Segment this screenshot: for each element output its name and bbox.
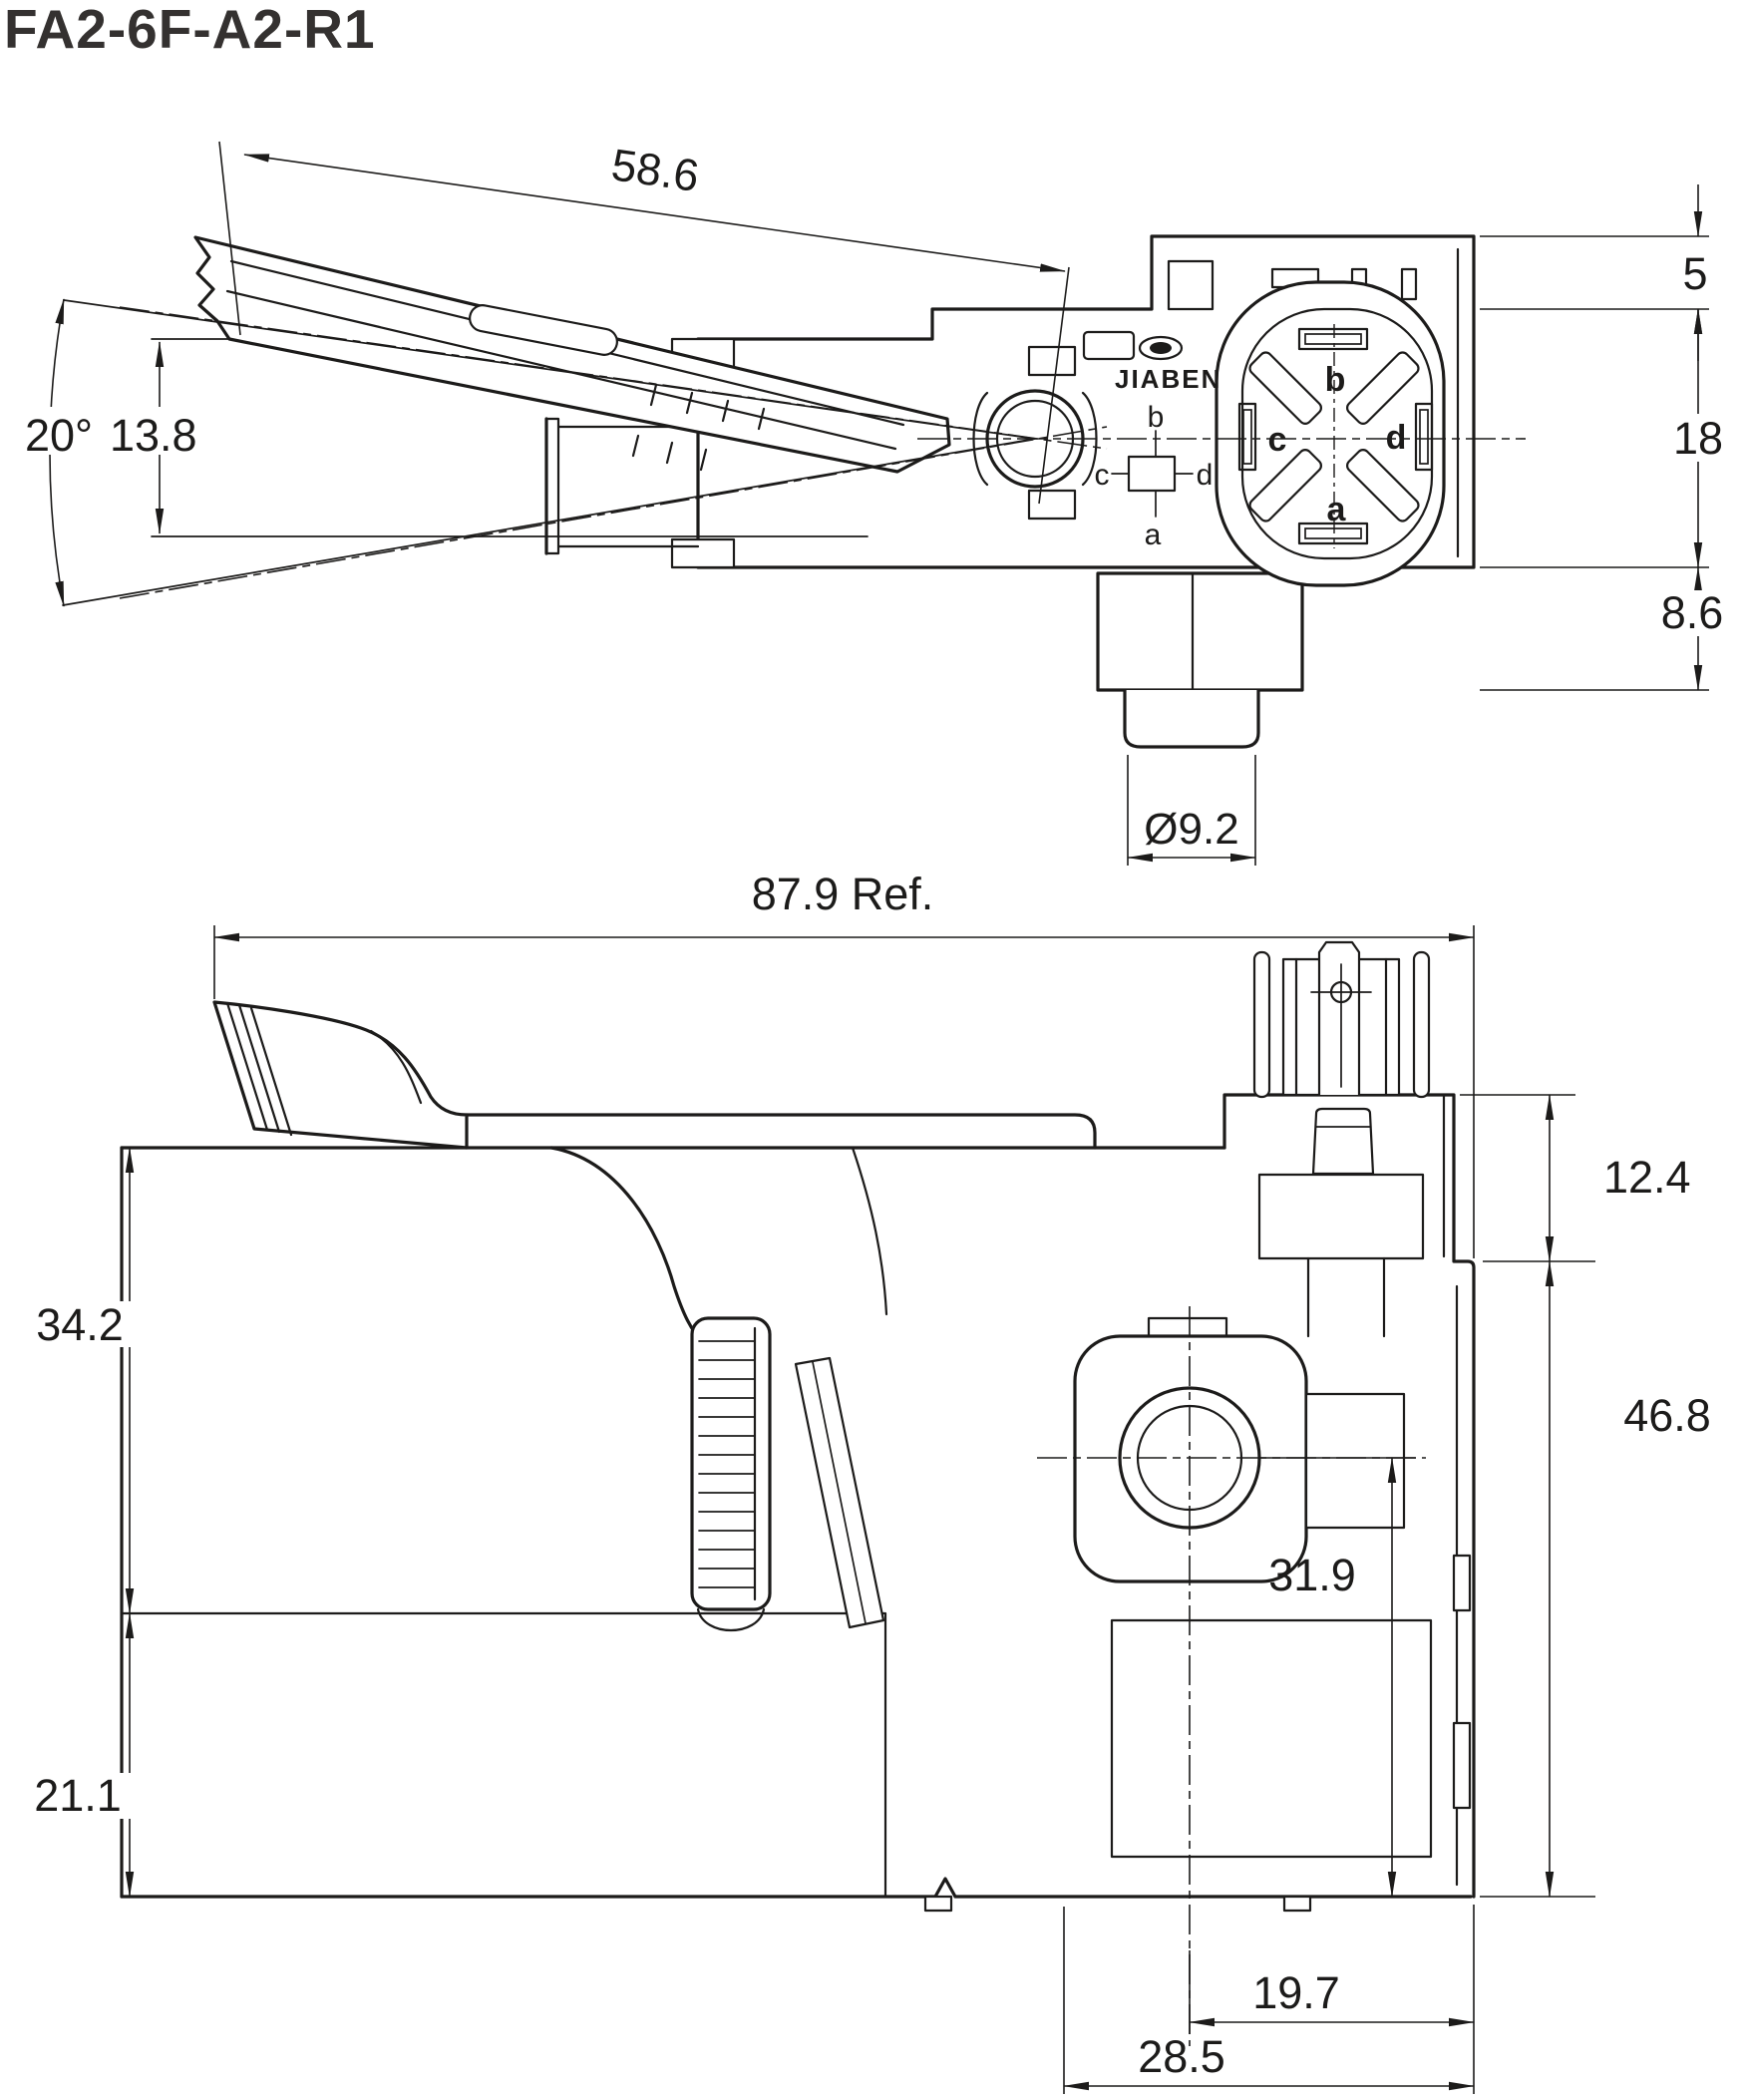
mount-foot-right <box>1282 1895 1312 1913</box>
trigger-paddle <box>212 1000 469 1150</box>
shaft-stem <box>1123 690 1260 749</box>
dim-body-height-side: 46.8 <box>1623 1390 1711 1441</box>
dim-base-width: 28.5 <box>1138 2031 1225 2082</box>
top-view: 58.6 20° 13.8 5 18 8.6 Ø9.2 JIABEN b c d… <box>20 139 1739 866</box>
dim-lever-angle: 20° <box>25 410 93 461</box>
housing-step-notch <box>1167 259 1215 311</box>
terminal-slots <box>1237 327 1434 545</box>
schematic-label-b: b <box>1148 401 1165 434</box>
shaft-block <box>1096 571 1304 692</box>
dim-overall-length: 87.9 Ref. <box>752 869 934 919</box>
side-dimensions <box>125 925 1595 2094</box>
schematic-switch-box <box>1127 455 1177 493</box>
terminal-block <box>1222 940 1476 1899</box>
side-view: 87.9 Ref. 12.4 46.8 31.9 34.2 21.1 19.7 … <box>22 869 1711 2094</box>
dim-axis-to-edge: 19.7 <box>1252 1967 1340 2018</box>
trigger-lever-top <box>193 235 951 474</box>
mount-bracket <box>544 417 700 555</box>
terminal-pin-right <box>1412 950 1431 1099</box>
dim-axis-height: 31.9 <box>1268 1550 1356 1600</box>
mount-tab-bottom <box>670 537 736 569</box>
schematic-label-a: a <box>1145 519 1162 551</box>
schematic-label-c: c <box>1095 459 1110 492</box>
marking-box <box>1082 330 1136 361</box>
dim-line-lever-length <box>243 154 1066 272</box>
dim-lever-travel: 13.8 <box>110 410 197 461</box>
connector-oval <box>1215 267 1446 587</box>
terminal-label-d: d <box>1386 419 1407 457</box>
dim-shaft-offset: 8.6 <box>1661 587 1724 638</box>
drawing-title: FA2-6F-A2-R1 <box>4 0 376 60</box>
side-housing <box>120 1146 1473 1913</box>
plunger <box>1311 1107 1375 1176</box>
terminal-pin-left <box>1252 950 1271 1099</box>
leaf-spring <box>794 1356 885 1629</box>
pivot-boss-side <box>1073 1316 1406 1583</box>
terminal-label-b: b <box>1325 361 1346 399</box>
dim-lever-length: 58.6 <box>608 139 702 201</box>
lever-slot <box>469 304 618 356</box>
lever-ridges <box>631 383 766 472</box>
mount-foot-left <box>923 1895 953 1913</box>
trigger-lever-side <box>212 1000 1097 1150</box>
dim-step-height: 5 <box>1682 248 1707 299</box>
adjusting-wheel <box>690 1316 772 1631</box>
logo-icon-core <box>1150 342 1172 354</box>
top-centerlines <box>62 299 1526 606</box>
terminal-label-a: a <box>1327 491 1347 528</box>
brand-area <box>1082 330 1184 361</box>
logo-icon <box>1138 335 1184 361</box>
dim-shaft-diameter: Ø9.2 <box>1144 805 1238 854</box>
dim-terminal-height: 12.4 <box>1603 1152 1691 1203</box>
terminal-cross <box>1248 351 1420 523</box>
terminal-center-post <box>1317 940 1361 1095</box>
schematic-label-d: d <box>1197 459 1214 492</box>
brand-text: JIABEN <box>1115 364 1221 394</box>
dim-lower-height: 21.1 <box>34 1770 122 1821</box>
terminal-label-c: c <box>1268 421 1287 459</box>
lower-pocket <box>1110 1284 1472 1887</box>
connector-pin-2 <box>1400 267 1418 301</box>
circuit-schematic <box>1111 430 1194 518</box>
dim-body-height: 18 <box>1673 413 1723 464</box>
dim-upper-height: 34.2 <box>36 1299 124 1350</box>
